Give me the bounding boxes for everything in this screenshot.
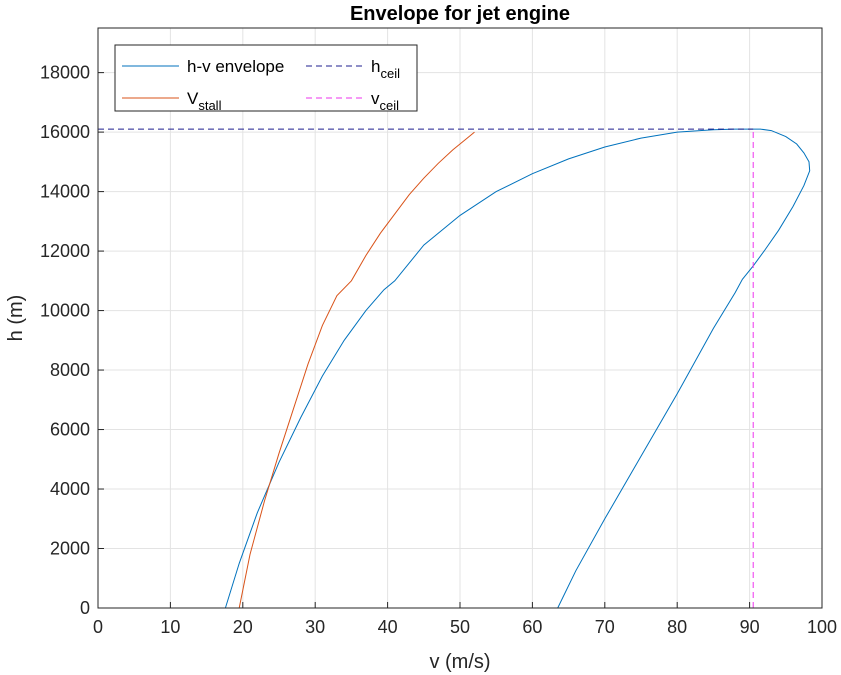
y-tick-label: 18000	[40, 63, 90, 83]
x-tick-label: 50	[450, 617, 470, 637]
axes-box	[97, 27, 823, 609]
y-tick-label: 14000	[40, 182, 90, 202]
legend-label-subscript: stall	[198, 98, 221, 113]
y-tick-label: 8000	[50, 360, 90, 380]
y-tick-label: 0	[80, 598, 90, 618]
x-tick-label: 30	[305, 617, 325, 637]
x-tick-label: 60	[522, 617, 542, 637]
x-tick-label: 0	[93, 617, 103, 637]
x-tick-label: 80	[667, 617, 687, 637]
y-axis-label: h (m)	[5, 295, 27, 342]
legend-label-subscript: ceil	[380, 98, 400, 113]
y-tick-label: 6000	[50, 420, 90, 440]
ticks: 0 10 20 30 40 50 60 70 80 90 100 0 2000 4000 6000 8000 1…	[40, 63, 837, 637]
legend-box	[114, 44, 418, 112]
y-tick-label: 16000	[40, 122, 90, 142]
legend-label-2: hceil	[371, 57, 400, 81]
x-tick-label: 10	[160, 617, 180, 637]
legend-label-3: vceil	[371, 89, 399, 113]
y-tick-label: 12000	[40, 241, 90, 261]
legend-label-main: h-v envelope	[187, 57, 284, 76]
series-layer	[98, 128, 811, 609]
x-axis-label: v (m/s)	[429, 651, 490, 673]
chart-title: Envelope for jet engine	[350, 3, 570, 25]
x-tick-label: 100	[807, 617, 837, 637]
y-tick-label: 2000	[50, 539, 90, 559]
legend-label-main: V	[187, 89, 199, 108]
legend-label-0: h-v envelope	[187, 57, 284, 76]
legend-label-subscript: ceil	[380, 66, 400, 81]
legend-label-main: v	[371, 89, 380, 108]
y-tick-label: 4000	[50, 479, 90, 499]
series-line-1	[238, 131, 475, 609]
legend-label-1: Vstall	[187, 89, 222, 113]
x-tick-label: 70	[595, 617, 615, 637]
x-tick-label: 20	[233, 617, 253, 637]
x-tick-label: 40	[378, 617, 398, 637]
legend-label-main: h	[371, 57, 380, 76]
x-tick-label: 90	[740, 617, 760, 637]
y-tick-label: 10000	[40, 301, 90, 321]
